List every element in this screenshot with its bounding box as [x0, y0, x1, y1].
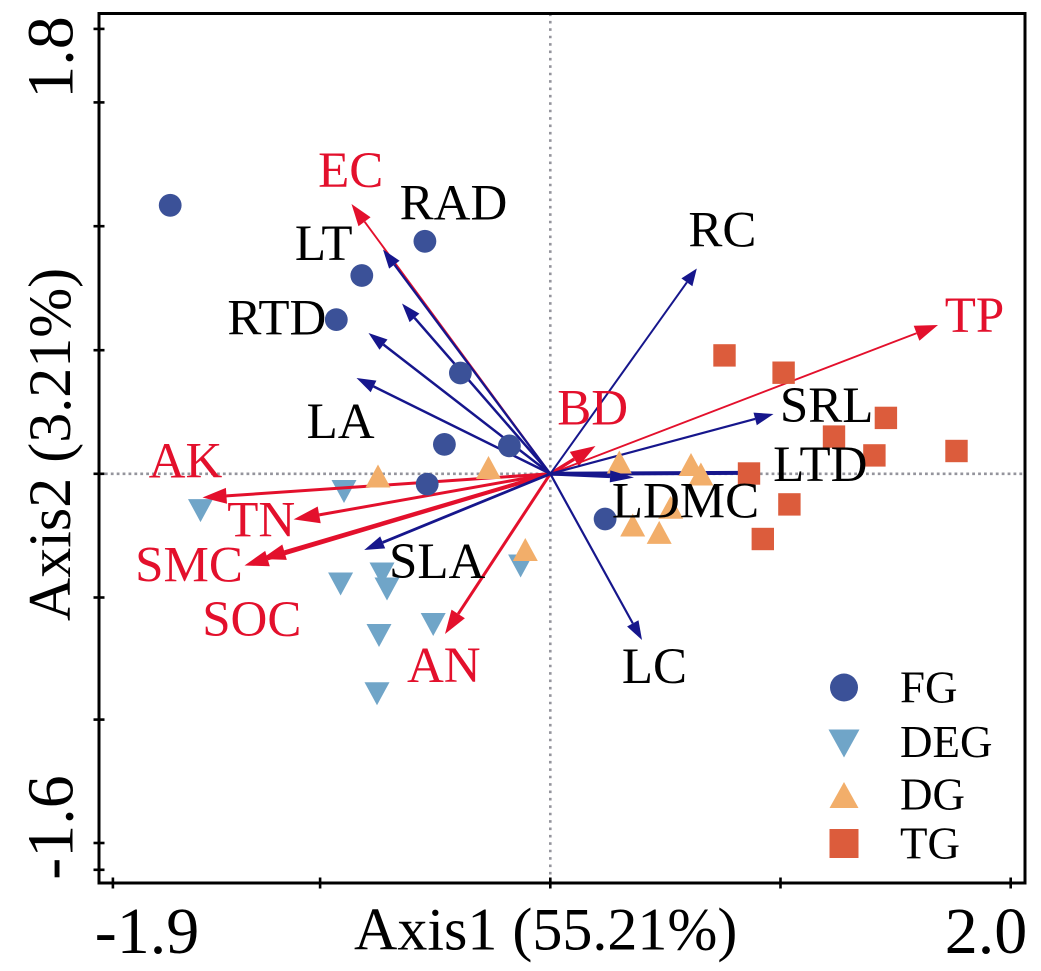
svg-text:-1.9: -1.9 — [95, 895, 199, 968]
svg-text:FG: FG — [900, 663, 958, 713]
svg-text:TN: TN — [227, 493, 295, 549]
svg-text:LC: LC — [622, 639, 687, 695]
svg-text:1.8: 1.8 — [15, 16, 88, 99]
svg-text:DG: DG — [900, 770, 965, 820]
svg-text:LT: LT — [295, 216, 353, 272]
svg-text:AN: AN — [407, 638, 481, 694]
svg-text:Axis1 (55.21%): Axis1 (55.21%) — [354, 897, 737, 963]
svg-text:TP: TP — [945, 288, 1005, 344]
svg-text:RAD: RAD — [400, 175, 508, 231]
svg-text:TG: TG — [900, 819, 960, 869]
svg-text:BD: BD — [557, 380, 628, 436]
svg-text:2.0: 2.0 — [945, 895, 1028, 968]
svg-text:SMC: SMC — [135, 538, 243, 594]
svg-text:AK: AK — [149, 434, 223, 490]
svg-text:SOC: SOC — [202, 592, 301, 648]
svg-text:EC: EC — [318, 143, 383, 199]
svg-text:LDMC: LDMC — [612, 474, 759, 530]
svg-text:SRL: SRL — [780, 378, 874, 434]
svg-text:-1.6: -1.6 — [15, 775, 88, 879]
svg-text:RTD: RTD — [227, 291, 326, 347]
svg-text:RC: RC — [688, 203, 756, 259]
svg-text:DEG: DEG — [900, 717, 992, 767]
svg-text:SLA: SLA — [389, 534, 486, 590]
svg-text:LA: LA — [307, 394, 375, 450]
svg-text:LTD: LTD — [773, 437, 867, 493]
svg-text:Axis2 (3.21%): Axis2 (3.21%) — [17, 268, 83, 621]
